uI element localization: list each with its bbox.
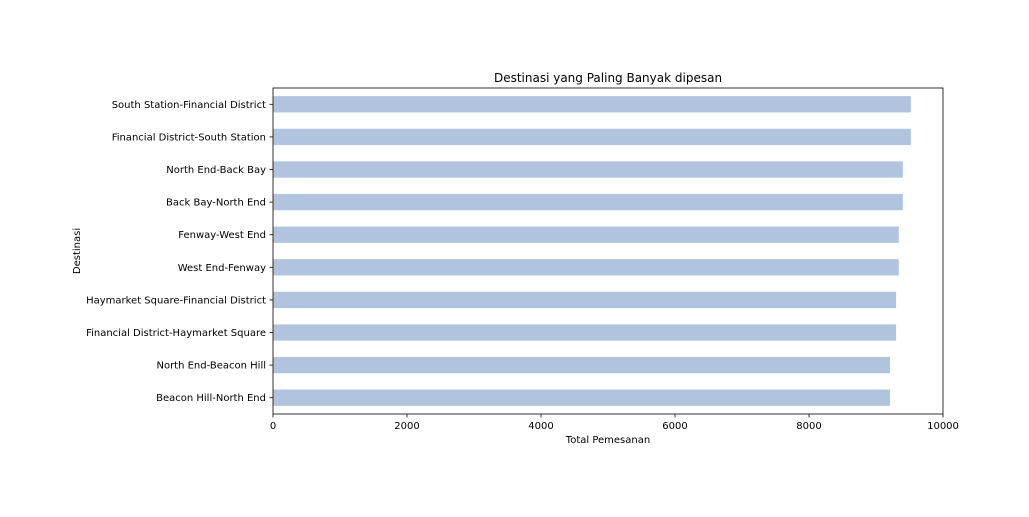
y-tick-label: North End-Back Bay [166,165,266,176]
y-tick-label: North End-Beacon Hill [156,361,266,372]
chart-title: Destinasi yang Paling Banyak dipesan [494,71,722,85]
bar [273,324,897,341]
y-axis-label: Destinasi [72,228,83,274]
bar [273,193,903,211]
x-tick-label: 4000 [528,421,553,432]
x-tick-label: 0 [270,421,276,432]
plot-frame [272,87,944,415]
bar [273,259,899,276]
y-tick-label: Financial District-South Station [112,132,266,143]
bars-group [273,96,911,406]
y-tick-label: South Station-Financial District [112,100,266,111]
y-tick-label: Haymarket Square-Financial District [86,295,266,306]
bar [273,389,891,406]
x-tick-label: 10000 [927,421,959,432]
bar [273,291,897,309]
y-axis-ticks: South Station-Financial District Financia… [86,100,273,404]
x-tick-label: 8000 [796,421,821,432]
y-tick-label: Beacon Hill-North End [156,393,266,404]
bar [273,161,903,178]
bar [273,128,911,146]
y-tick-label: Financial District-Haymarket Square [86,328,266,339]
y-tick-label: Fenway-West End [178,230,266,241]
y-tick-label: West End-Fenway [178,263,266,274]
x-axis-ticks: 0 2000 4000 6000 8000 10000 [270,414,959,432]
x-axis-label: Total Pemesanan [565,435,650,446]
x-tick-label: 2000 [394,421,419,432]
x-tick-label: 6000 [662,421,687,432]
y-tick-label: Back Bay-North End [166,198,266,209]
bar [273,226,899,243]
bar [273,96,911,113]
bar [273,356,891,374]
